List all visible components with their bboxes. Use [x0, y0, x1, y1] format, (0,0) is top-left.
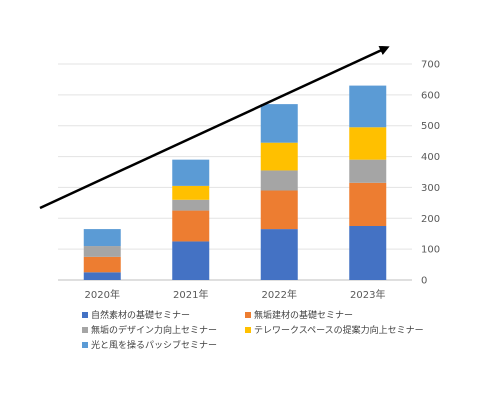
legend-swatch: [245, 327, 251, 333]
bar-segment: [172, 210, 210, 242]
bar-segment: [83, 229, 121, 247]
bar-segment: [83, 272, 121, 280]
bar-segment: [83, 246, 121, 257]
bar-segment: [349, 182, 387, 226]
bar-segment: [349, 85, 387, 128]
legend-label: 自然素材の基礎セミナー: [91, 309, 190, 321]
bar-segment: [349, 159, 387, 183]
bar-segment: [349, 226, 387, 280]
legend-label: テレワークスペースの提案力向上セミナー: [254, 324, 424, 336]
legend-swatch: [245, 312, 251, 318]
bar-segment: [260, 229, 298, 280]
y-tick-label: 100: [421, 245, 440, 256]
y-tick-label: 500: [421, 121, 440, 132]
y-tick-label: 600: [421, 90, 440, 101]
x-tick-label: 2021年: [173, 288, 208, 301]
bar-segment: [260, 170, 298, 191]
bar-segment: [260, 190, 298, 230]
bar-segment: [172, 241, 210, 280]
bar-segment: [349, 127, 387, 160]
bar-segment: [83, 256, 121, 273]
y-axis-labels: 0 100 200 300 400 500 600 700: [421, 60, 440, 287]
bar-segment: [260, 142, 298, 171]
bar-segment: [260, 104, 298, 143]
y-tick-label: 400: [421, 152, 440, 163]
y-tick-label: 300: [421, 183, 440, 194]
y-tick-label: 0: [421, 276, 427, 287]
legend-swatch: [82, 342, 88, 348]
bar-segment: [172, 199, 210, 211]
legend-label: 無垢のデザイン力向上セミナー: [91, 324, 217, 336]
bar-segment: [172, 185, 210, 200]
legend-label: 光と風を操るパッシブセミナー: [91, 339, 217, 351]
y-tick-label: 700: [421, 60, 440, 71]
trend-arrow: [39, 45, 390, 210]
x-axis-labels: 2020年 2021年 2022年 2023年: [85, 288, 386, 301]
legend-swatch: [82, 312, 88, 318]
x-tick-label: 2023年: [350, 288, 385, 301]
y-tick-label: 200: [421, 214, 440, 225]
legend-label: 無垢建材の基礎セミナー: [254, 309, 353, 321]
x-tick-label: 2022年: [262, 288, 297, 301]
bar-segment: [172, 159, 210, 186]
legend-swatch: [82, 327, 88, 333]
x-tick-label: 2020年: [85, 288, 120, 301]
bar-stacks: [83, 85, 387, 280]
